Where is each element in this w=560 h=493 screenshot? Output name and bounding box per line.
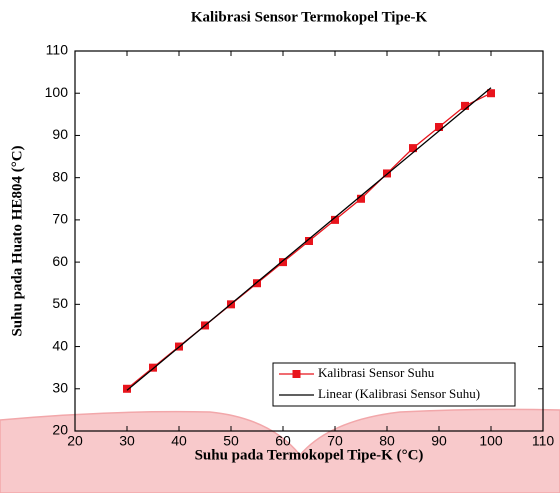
x-tick-label: 90 xyxy=(431,433,447,449)
data-point xyxy=(305,237,313,245)
data-point xyxy=(279,258,287,267)
legend-label: Linear (Kalibrasi Sensor Suhu) xyxy=(318,386,480,401)
data-point xyxy=(123,384,131,393)
x-tick-label: 30 xyxy=(119,433,135,449)
x-tick-label: 100 xyxy=(479,433,503,449)
data-point xyxy=(461,101,469,110)
torn-paper-overlay xyxy=(0,408,560,493)
y-axis-label: Suhu pada Huato HE804 (°C) xyxy=(9,145,25,336)
data-point xyxy=(409,144,417,153)
x-tick-label: 60 xyxy=(275,433,291,449)
chart-title: Kalibrasi Sensor Termokopel Tipe-K xyxy=(191,9,428,25)
data-point xyxy=(357,194,365,203)
data-point xyxy=(253,279,261,288)
y-tick-label: 80 xyxy=(52,168,68,184)
data-point xyxy=(149,363,157,372)
y-tick-label: 90 xyxy=(52,126,68,142)
y-tick-label: 20 xyxy=(52,422,68,438)
y-tick-label: 60 xyxy=(52,253,68,269)
x-tick-label: 40 xyxy=(171,433,187,449)
y-tick-label: 110 xyxy=(46,42,69,58)
x-tick-label: 110 xyxy=(532,433,555,449)
data-point xyxy=(487,89,495,98)
y-tick-label: 100 xyxy=(45,84,69,100)
y-tick-label: 50 xyxy=(52,295,68,311)
x-tick-label: 80 xyxy=(379,433,395,449)
legend-box xyxy=(272,362,516,407)
legend-label: Kalibrasi Sensor Suhu xyxy=(318,365,435,380)
y-tick-label: 70 xyxy=(52,211,68,227)
data-point xyxy=(435,123,443,131)
x-axis-label: Suhu pada Termokopel Tipe-K (°C) xyxy=(195,447,424,463)
y-tick-label: 30 xyxy=(52,379,68,395)
x-tick-label: 70 xyxy=(327,433,343,449)
series-line xyxy=(126,87,492,391)
x-tick-label: 20 xyxy=(67,433,83,449)
legend-marker xyxy=(292,370,301,378)
x-tick-label: 50 xyxy=(223,433,239,449)
y-tick-label: 40 xyxy=(52,337,68,353)
data-point xyxy=(331,215,339,224)
plot-frame xyxy=(74,50,544,432)
